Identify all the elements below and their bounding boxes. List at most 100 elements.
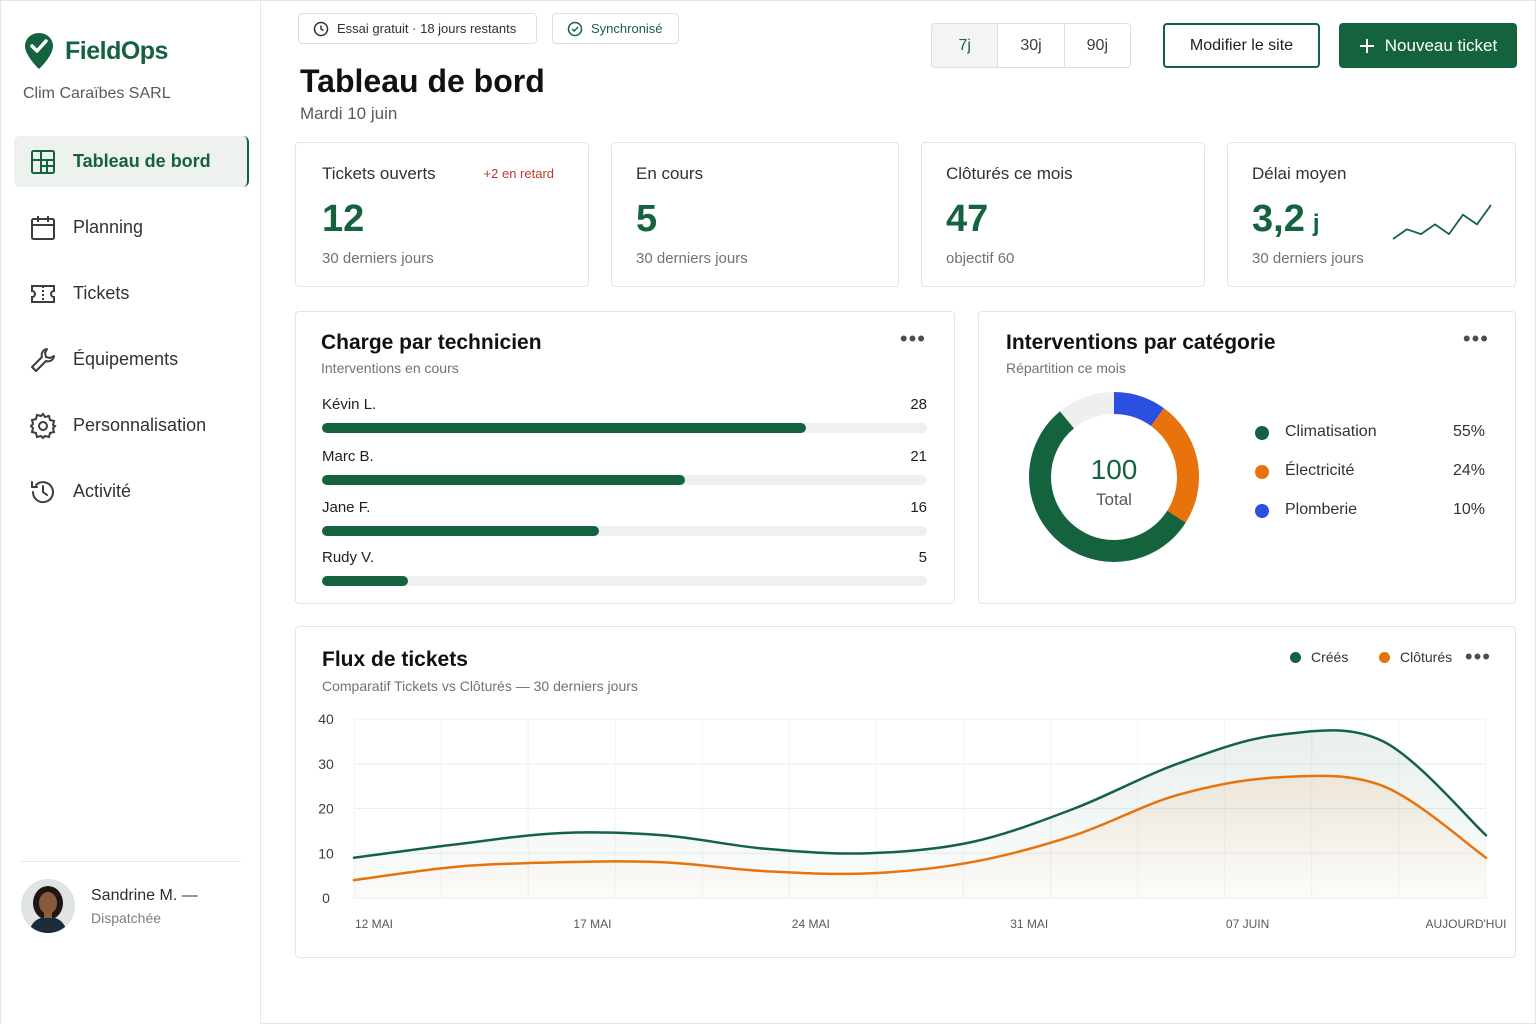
more-options-icon[interactable]: ••• [899, 326, 926, 351]
y-tick-label: 20 [318, 801, 334, 817]
chart-subtitle: Comparatif Tickets vs Clôturés — 30 dern… [322, 678, 638, 694]
sidebar-item-label: Planning [73, 217, 144, 237]
calendar-icon [31, 215, 55, 240]
panel-subtitle: Répartition ce mois [1006, 360, 1126, 376]
new-ticket-label: Nouveau ticket [1384, 35, 1498, 55]
logo-icon [25, 33, 53, 69]
donut-slice[interactable] [1029, 392, 1199, 562]
panel-title: Charge par technicien [321, 331, 542, 354]
dashboard-icon [31, 149, 55, 174]
technician-value: 21 [910, 448, 927, 465]
x-tick-label: 07 JUIN [1226, 917, 1269, 931]
legend-pct: 10% [1452, 501, 1485, 518]
range-selector: 7j 30j 90j [931, 23, 1131, 68]
sidebar-item-activite[interactable]: Activité [14, 466, 249, 517]
sidebar-item-dashboard[interactable]: Tableau de bord [14, 136, 249, 187]
technician-value: 28 [910, 396, 927, 413]
user-name: Sandrine M. — [91, 886, 198, 904]
category-panel: Interventions par catégorie Répartition … [978, 311, 1516, 604]
user-role: Dispatchée [91, 909, 162, 926]
bar-track [322, 526, 927, 536]
new-ticket-button[interactable]: Nouveau ticket [1339, 23, 1517, 68]
technician-name: Kévin L. [322, 396, 377, 413]
sidebar-item-equipements[interactable]: Équipements [14, 334, 249, 385]
sparkline-path [1392, 204, 1492, 240]
x-tick-label: 12 MAI [355, 917, 393, 931]
legend-label: Créés [1311, 649, 1349, 665]
kpi-card-in-progress[interactable]: En cours 5 30 derniers jours [611, 142, 899, 287]
kpi-number: 3,2 [1252, 198, 1305, 240]
more-options-icon[interactable]: ••• [1464, 644, 1491, 669]
technician-value: 5 [918, 549, 927, 566]
technician-name: Rudy V. [322, 549, 374, 566]
panel-subtitle: Interventions en cours [321, 360, 459, 376]
donut-slice[interactable] [1029, 392, 1199, 562]
category-donut [1029, 392, 1199, 562]
kpi-card-closed[interactable]: Clôturés ce mois 47 objectif 60 [921, 142, 1205, 287]
series-line-created[interactable] [352, 729, 1488, 859]
legend-label: Clôturés [1400, 649, 1453, 665]
check-circle-icon [567, 21, 583, 36]
kpi-sub: 30 derniers jours [322, 250, 434, 267]
legend-item[interactable]: Climatisation 55% [1255, 421, 1485, 445]
kpi-card-open[interactable]: Tickets ouverts +2 en retard 12 30 derni… [295, 142, 589, 287]
avatar [21, 879, 75, 933]
bar-fill [322, 475, 685, 485]
more-options-icon[interactable]: ••• [1462, 326, 1489, 351]
kpi-label: En cours [636, 164, 704, 183]
y-tick-label: 40 [318, 711, 334, 727]
edit-site-button[interactable]: Modifier le site [1163, 23, 1320, 68]
sidebar-item-personnalisation[interactable]: Personnalisation [14, 400, 249, 451]
history-icon [31, 480, 54, 503]
trial-badge[interactable]: Essai gratuit · 18 jours restants [298, 13, 537, 44]
kpi-label: Clôturés ce mois [946, 164, 1073, 183]
technician-load-panel: Charge par technicien Interventions en c… [295, 311, 955, 604]
kpi-value: 5 [636, 198, 658, 240]
legend-pct: 55% [1452, 423, 1485, 440]
donut-total-label: Total [1096, 490, 1132, 509]
legend-item[interactable]: Plomberie 10% [1255, 499, 1485, 523]
legend-item[interactable]: Électricité 24% [1255, 460, 1485, 484]
kpi-value: 47 [946, 198, 989, 240]
x-tick-label: 24 MAI [792, 917, 830, 931]
y-tick-label: 0 [322, 890, 330, 906]
donut-total: 100 [1090, 454, 1138, 485]
legend-name: Climatisation [1285, 423, 1377, 440]
user-profile[interactable]: Sandrine M. — Dispatchée [21, 879, 198, 933]
brand-name: FieldOps [65, 36, 168, 65]
trial-text: Essai gratuit · 18 jours restants [337, 21, 517, 36]
brand[interactable]: FieldOps [23, 31, 168, 71]
range-90j[interactable]: 90j [1086, 36, 1108, 54]
legend-dot [1255, 465, 1269, 479]
legend-dot [1290, 651, 1301, 663]
delay-sparkline [1392, 204, 1492, 240]
legend-closed: Clôturés [1379, 649, 1452, 665]
sidebar-item-label: Tableau de bord [73, 151, 211, 171]
bar-fill [322, 576, 409, 586]
range-30j[interactable]: 30j [998, 24, 1065, 67]
sidebar-divider [21, 861, 241, 862]
sidebar: FieldOps Clim Caraïbes SARL Tableau de b… [1, 1, 261, 1024]
kpi-sub: objectif 60 [946, 250, 1015, 267]
sync-status: Synchronisé [552, 13, 679, 44]
sidebar-item-tickets[interactable]: Tickets [14, 268, 249, 319]
kpi-label: Délai moyen [1252, 164, 1347, 183]
series-line-closed[interactable] [352, 774, 1488, 882]
technician-name: Jane F. [322, 499, 371, 516]
series-area [354, 775, 1486, 898]
kpi-value: 12 [322, 198, 365, 240]
legend-name: Plomberie [1285, 501, 1358, 518]
range-7j[interactable]: 7j [932, 24, 999, 67]
sidebar-item-planning[interactable]: Planning [14, 202, 249, 253]
legend-created: Créés [1290, 649, 1348, 665]
donut-slice[interactable] [1029, 392, 1199, 562]
kpi-card-avg-delay[interactable]: Délai moyen 3,2 j 30 derniers jours [1227, 142, 1516, 287]
legend-pct: 24% [1452, 462, 1485, 479]
legend-dot [1379, 651, 1390, 663]
sidebar-item-label: Personnalisation [73, 415, 207, 435]
ticket-icon [31, 284, 55, 303]
page-date: Mardi 10 juin [300, 104, 398, 123]
page-title: Tableau de bord [300, 63, 545, 99]
chart-title: Flux de tickets [322, 648, 468, 671]
kpi-sub: 30 derniers jours [636, 250, 748, 267]
